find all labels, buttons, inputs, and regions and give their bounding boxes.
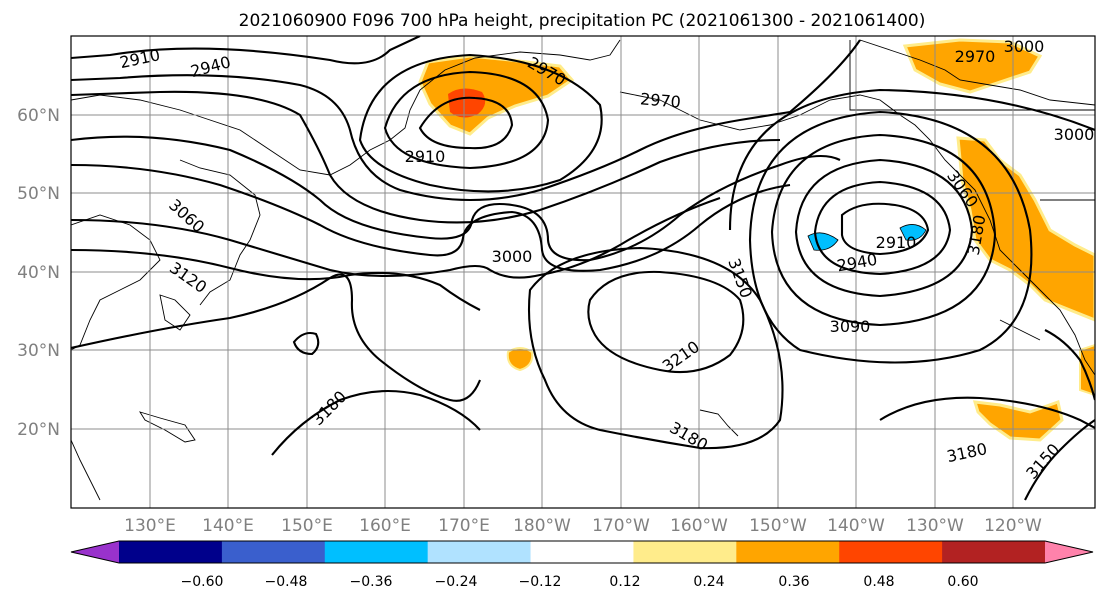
precip-positive-alaska	[902, 38, 1043, 94]
colorbar-ticks: −0.60 −0.48 −0.36 −0.24 −0.12 0.12 0.24 …	[181, 574, 979, 590]
colorbar-tick: 0.36	[778, 574, 809, 590]
colorbar-bin	[221, 541, 326, 563]
lon-tick: 160°W	[670, 516, 728, 536]
colorbar-bin	[427, 541, 532, 563]
precip-high-siberia	[448, 88, 486, 118]
colorbar	[70, 540, 1094, 564]
lon-axis: 130°E 140°E 150°E 160°E 170°E 180°W 170°…	[124, 516, 1042, 536]
lon-tick: 140°W	[827, 516, 885, 536]
colorbar-bin	[633, 541, 737, 563]
lon-tick: 150°E	[281, 516, 333, 536]
lon-tick: 170°E	[438, 516, 490, 536]
contour-low-west-mid	[383, 70, 550, 170]
colorbar-tick: 0.24	[693, 574, 724, 590]
contour-label: 2970	[639, 89, 681, 111]
height-contours	[71, 36, 1095, 501]
contour-label: 3000	[1004, 37, 1045, 56]
contour-label: 3090	[830, 317, 871, 336]
contour-low-east-inner	[840, 202, 930, 256]
precip-positive-pacific-east	[972, 400, 1064, 442]
colorbar-bin	[119, 541, 223, 563]
lon-tick: 160°E	[359, 516, 411, 536]
colorbar-bin	[736, 541, 840, 563]
colorbar-bin	[324, 541, 429, 563]
lon-tick: 170°W	[592, 516, 650, 536]
colorbar-tick: 0.60	[947, 574, 978, 590]
precip-negative-east	[899, 224, 927, 241]
precip-positive-pacific-dot	[506, 347, 534, 372]
colorbar-tick: −0.60	[181, 574, 224, 590]
lat-tick: 50°N	[17, 184, 60, 204]
map-frame	[70, 35, 1096, 509]
lat-axis: 60°N 50°N 40°N 30°N 20°N	[17, 106, 60, 440]
lon-tick: 130°W	[906, 516, 964, 536]
contour-label: 2910	[405, 147, 446, 166]
colorbar-bin	[530, 541, 635, 563]
colorbar-outline	[70, 540, 1094, 564]
colorbar-tick: −0.36	[350, 574, 393, 590]
chart-title: 2021060900 F096 700 hPa height, precipit…	[239, 11, 926, 31]
contour-label: 3000	[492, 247, 533, 266]
lon-tick: 180°W	[513, 516, 571, 536]
colorbar-tick: −0.24	[435, 574, 478, 590]
contour-low-west-inner	[418, 96, 514, 150]
lon-tick: 150°W	[749, 516, 807, 536]
colorbar-tick: −0.48	[265, 574, 308, 590]
colorbar-bin	[839, 541, 943, 563]
contour-label: 2910	[876, 233, 917, 252]
lat-tick: 40°N	[17, 263, 60, 283]
gridlines	[71, 36, 1095, 508]
colorbar-tick: 0.48	[863, 574, 894, 590]
lon-tick: 130°E	[124, 516, 176, 536]
lat-tick: 60°N	[17, 106, 60, 126]
lat-tick: 20°N	[17, 420, 60, 440]
colorbar-extend-max	[1045, 541, 1093, 563]
lat-tick: 30°N	[17, 341, 60, 361]
contour-label: 2970	[955, 47, 996, 66]
lon-tick: 140°E	[202, 516, 254, 536]
map-panel: 2910 2940 2970 3000 2970 3000 2910 3060 …	[71, 36, 1095, 508]
colorbar-tick: 0.12	[609, 574, 640, 590]
lon-tick: 120°W	[984, 516, 1042, 536]
contour-label: 3000	[1054, 125, 1095, 144]
colorbar-tick: −0.12	[519, 574, 562, 590]
precip-positive-canada	[956, 136, 1095, 322]
colorbar-bin	[942, 541, 1046, 563]
colorbar-extend-min	[71, 541, 119, 563]
